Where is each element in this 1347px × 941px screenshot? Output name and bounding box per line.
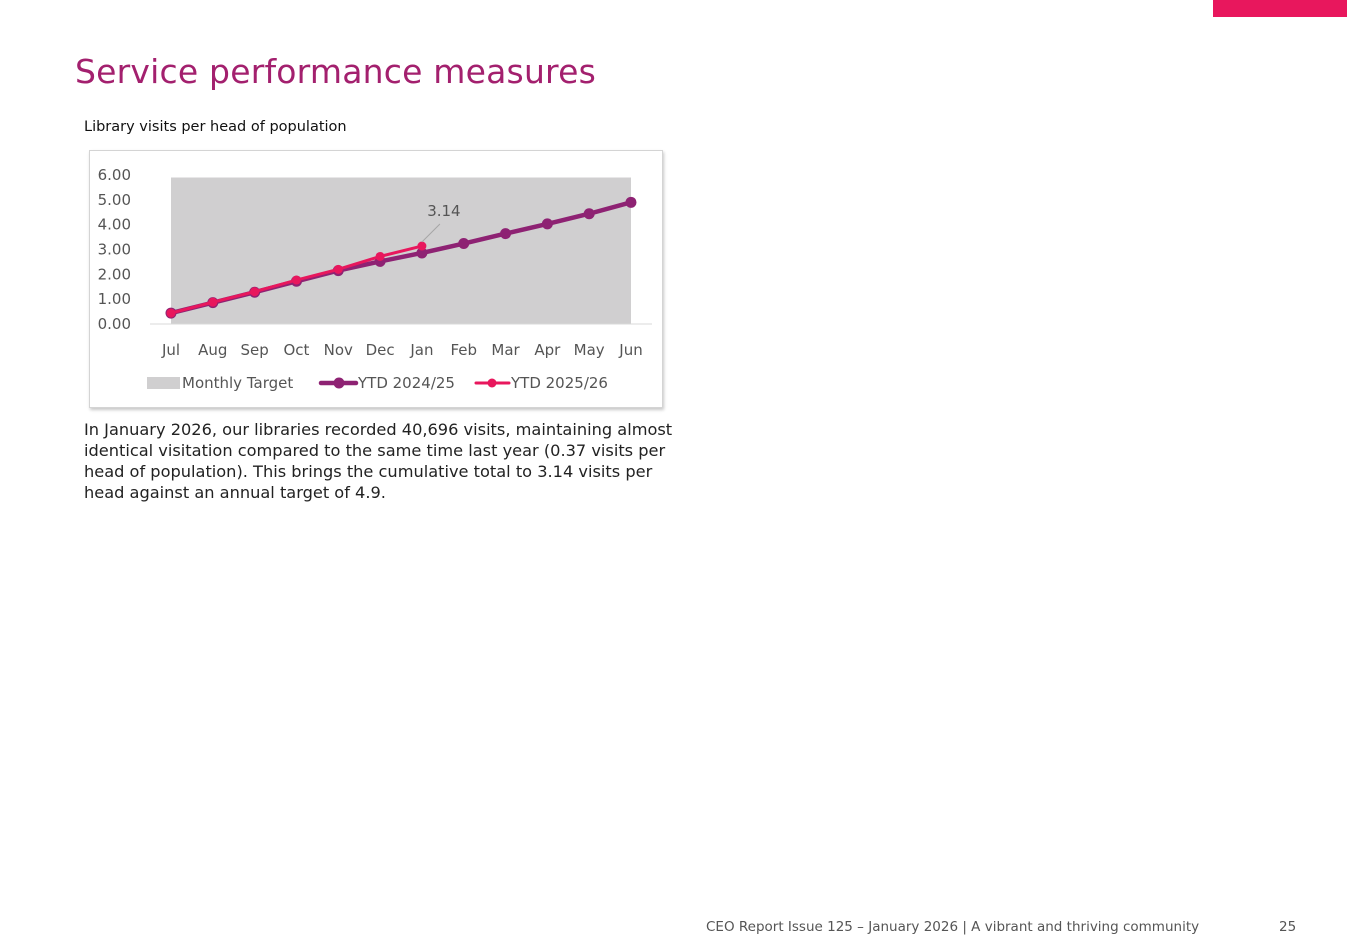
x-tick-label: Sep — [240, 341, 268, 359]
ytd-2024-25-point — [500, 228, 512, 240]
x-tick-label: Feb — [450, 341, 477, 359]
x-tick-label: Jun — [618, 341, 642, 359]
page-number: 25 — [1279, 919, 1297, 935]
y-tick-label: 1.00 — [98, 290, 131, 308]
x-tick-label: Mar — [491, 341, 520, 359]
ytd-2024-25-point — [583, 208, 595, 220]
ytd-2024-25-point — [458, 238, 470, 250]
x-tick-label: Dec — [366, 341, 395, 359]
top-accent-bar — [1213, 0, 1347, 17]
ytd-2024-25-point — [416, 247, 428, 259]
x-tick-label: Apr — [534, 341, 561, 359]
legend-swatch-monthly-target — [147, 377, 180, 389]
y-tick-label: 0.00 — [98, 315, 131, 333]
ytd-2025-26-point — [208, 297, 218, 307]
x-tick-label: Jan — [409, 341, 433, 359]
ytd-2025-26-point — [291, 275, 301, 285]
legend-label-ytd-2024-25: YTD 2024/25 — [357, 374, 455, 392]
data-label-leader — [421, 223, 441, 243]
ytd-2024-25-point — [541, 218, 553, 230]
chart-container: 0.00 1.00 2.00 3.00 4.00 5.00 6.00 Jul Aug Sep Oct… — [89, 150, 663, 408]
y-tick-label: 4.00 — [98, 216, 131, 234]
chart-heading: Library visits per head of population — [84, 119, 347, 135]
y-tick-label: 3.00 — [98, 241, 131, 259]
x-tick-label: Aug — [198, 341, 227, 359]
ytd-2025-26-point — [250, 287, 260, 297]
ytd-2025-26-point — [166, 308, 176, 318]
data-label-jan: 3.14 — [427, 202, 460, 220]
ytd-2025-26-point — [333, 264, 343, 274]
footer-text: CEO Report Issue 125 – January 2026 | A … — [706, 919, 1200, 935]
legend-label-ytd-2025-26: YTD 2025/26 — [510, 374, 608, 392]
ytd-2025-26-point — [417, 241, 427, 251]
ytd-2024-25-point — [625, 196, 637, 208]
chart-description: In January 2026, our libraries recorded … — [84, 420, 673, 502]
y-tick-label: 2.00 — [98, 265, 131, 283]
x-tick-label: Nov — [324, 341, 353, 359]
x-tick-label: May — [574, 341, 605, 359]
legend-label-monthly-target: Monthly Target — [182, 374, 293, 392]
x-tick-label: Jul — [161, 341, 180, 359]
y-tick-label: 5.00 — [98, 191, 131, 209]
y-tick-label: 6.00 — [98, 166, 131, 184]
legend-marker-ytd-2025-26 — [487, 378, 497, 388]
page-title: Service performance measures — [75, 52, 596, 91]
ytd-2025-26-point — [375, 251, 385, 261]
legend-marker-ytd-2024-25 — [333, 377, 345, 389]
line-chart: 0.00 1.00 2.00 3.00 4.00 5.00 6.00 Jul Aug Sep Oct… — [98, 166, 652, 392]
x-tick-label: Oct — [283, 341, 309, 359]
